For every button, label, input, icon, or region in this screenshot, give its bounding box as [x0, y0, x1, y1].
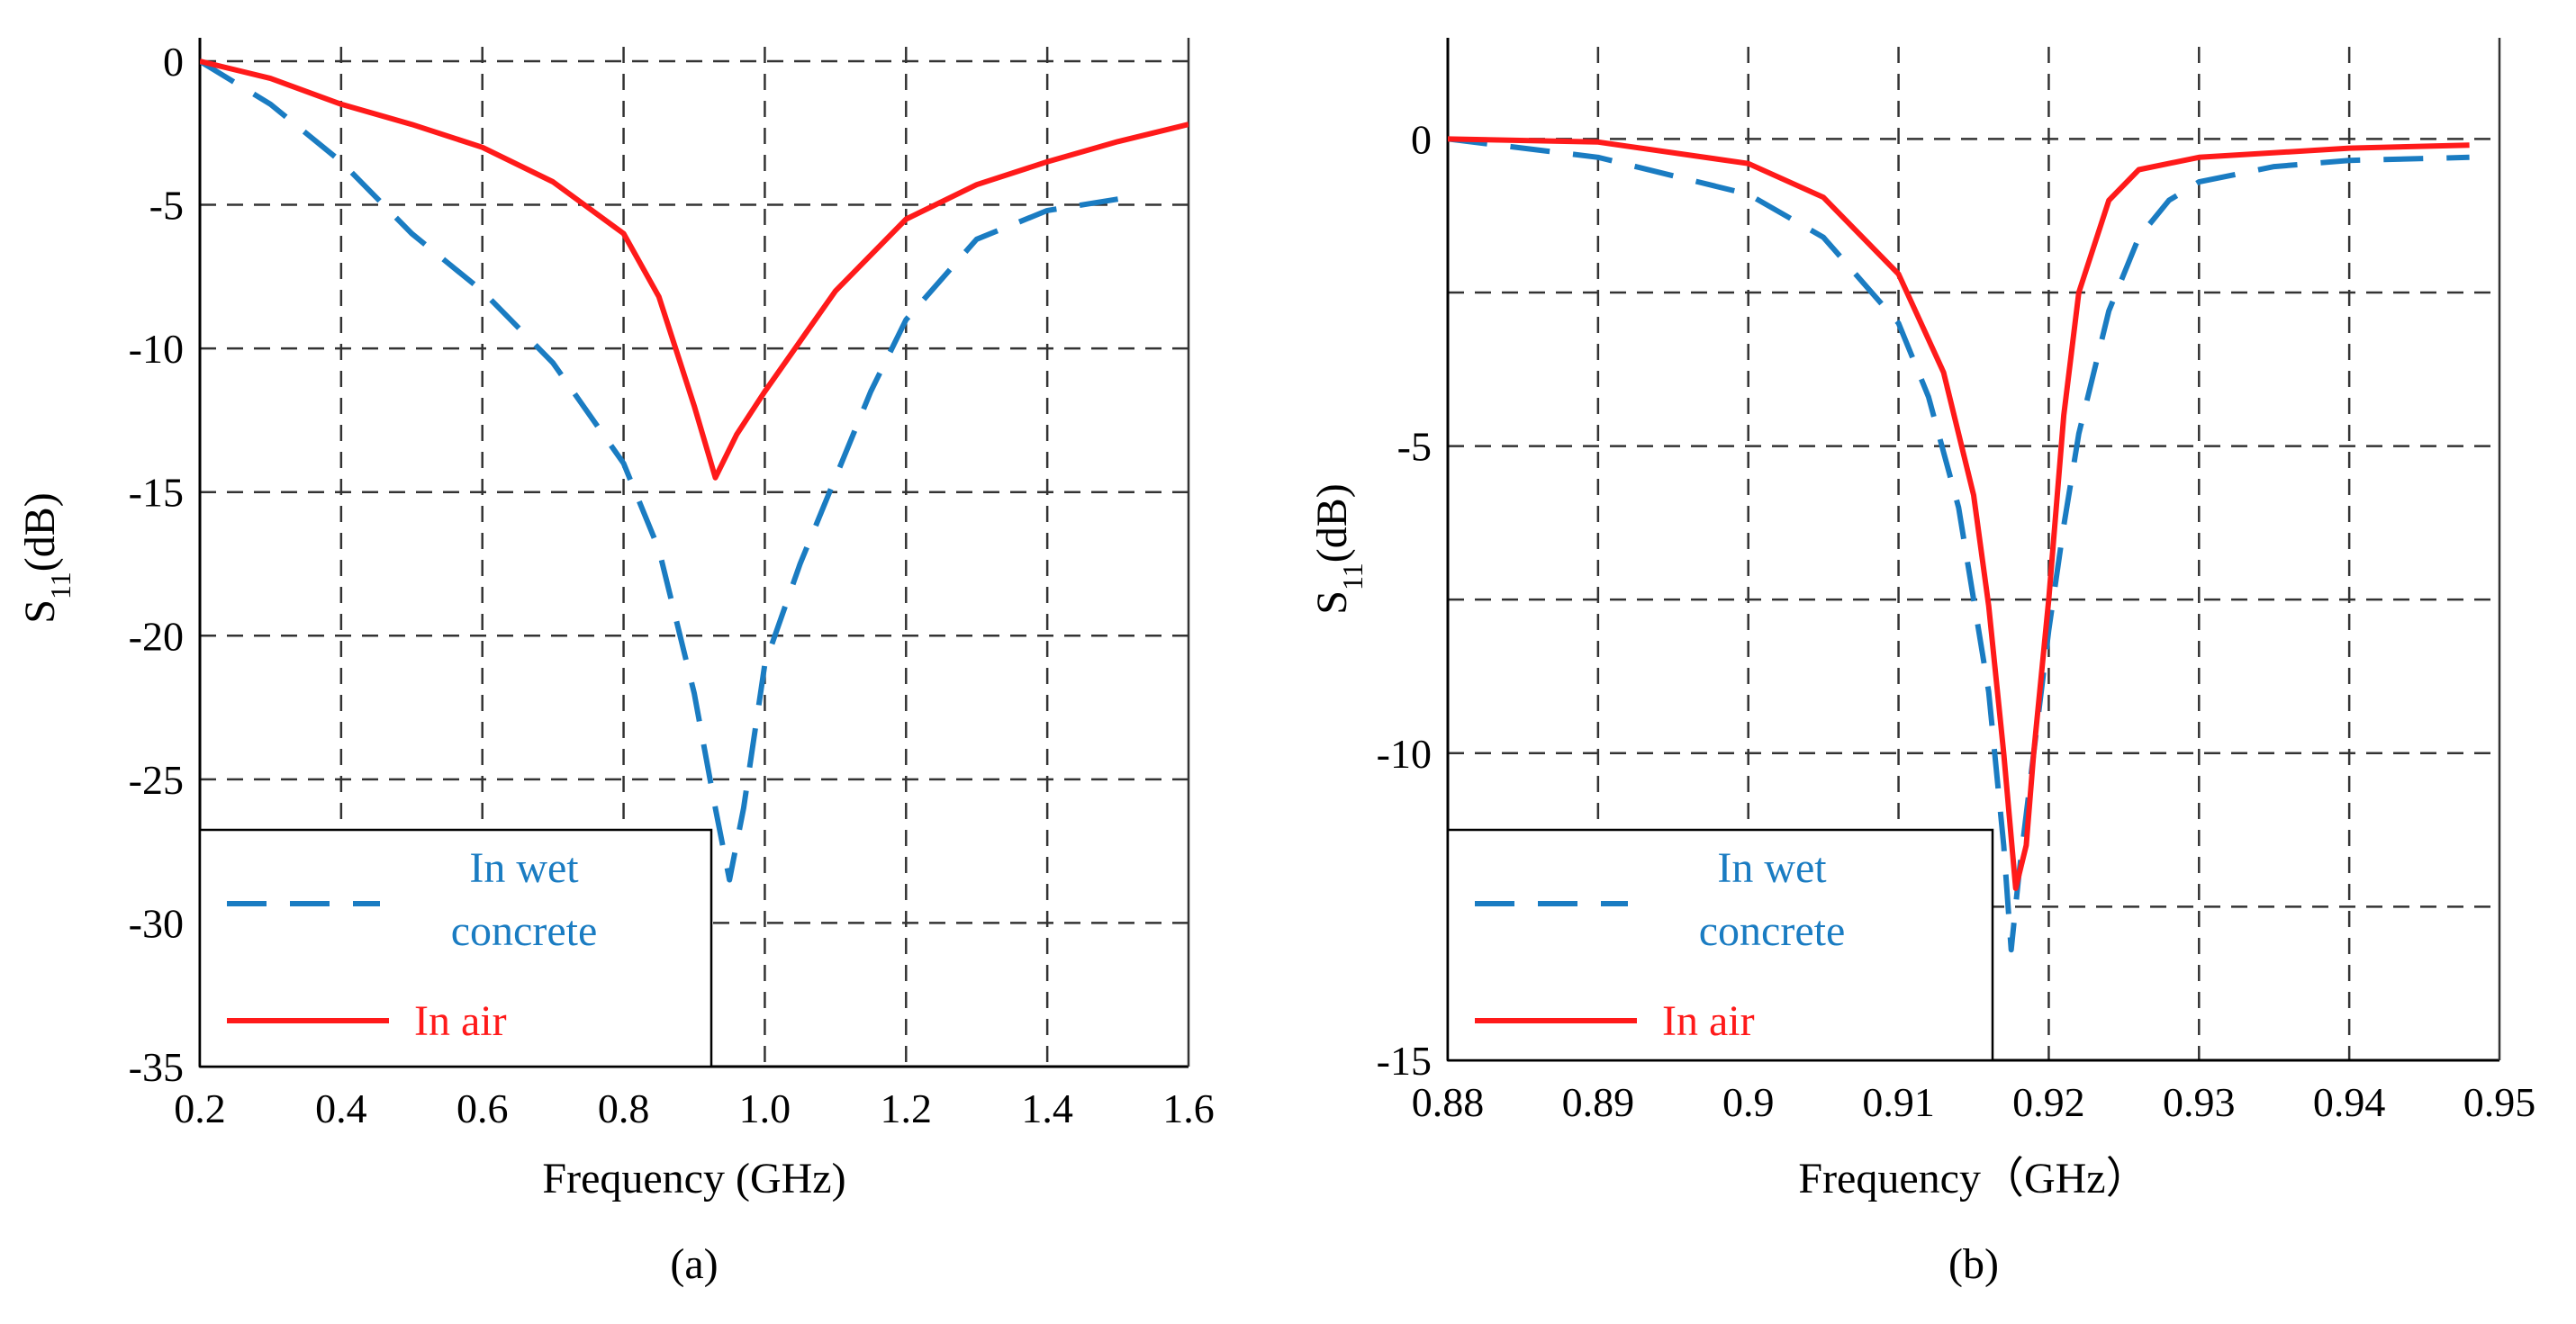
x-tick-label: 0.9	[1722, 1079, 1775, 1125]
x-tick-label: 0.89	[1562, 1079, 1635, 1125]
y-tick-label: -15	[129, 470, 184, 516]
y-tick-label: -30	[129, 900, 184, 946]
series-line-air	[200, 59, 1189, 481]
y-tick-label: -5	[1397, 424, 1432, 470]
x-tick-label: 0.88	[1412, 1079, 1485, 1125]
chart-panel-b: 0.88 0.89 0.9 0.91 0.92 0.93 0.94 0.95 0 -5 -10 -15…	[1308, 38, 2535, 1288]
x-tick-label: 0.95	[2463, 1079, 2536, 1125]
series-line-wet-concrete	[1448, 136, 2470, 953]
legend-label-concrete: concrete	[451, 907, 598, 955]
y-tick-label: -15	[1377, 1038, 1432, 1084]
x-tick-label: 0.91	[1862, 1079, 1935, 1125]
x-tick-label: 1.4	[1021, 1085, 1073, 1131]
x-axis-label: Frequency（GHz）	[1798, 1155, 2148, 1202]
x-tick-label: 1.2	[881, 1085, 933, 1131]
y-axis-label: S11(dB)	[1308, 483, 1369, 615]
series-group	[200, 59, 1189, 883]
legend-label-concrete: concrete	[1699, 907, 1846, 955]
x-axis-label: Frequency (GHz)	[542, 1155, 845, 1202]
legend-label-wet: In wet	[469, 844, 579, 892]
panel-label: (a)	[670, 1240, 718, 1288]
x-tick-label: 0.94	[2313, 1079, 2386, 1125]
y-tick-label: -10	[129, 326, 184, 372]
y-tick-label: -5	[149, 183, 184, 229]
x-tick-label: 0.92	[2012, 1079, 2085, 1125]
x-tick-label: 0.2	[174, 1085, 226, 1131]
x-tick-label: 0.93	[2163, 1079, 2236, 1125]
x-tick-label: 0.8	[598, 1085, 650, 1131]
x-tick-label: 1.6	[1162, 1085, 1215, 1131]
series-group	[1448, 136, 2470, 953]
y-tick-label: 0	[163, 39, 184, 85]
panel-label: (b)	[1948, 1240, 1999, 1288]
chart-panel-a: 0.2 0.4 0.6 0.8 1.0 1.2 1.4 1.6 0 -5 -10 -15 -20 -25 -…	[16, 38, 1215, 1288]
series-line-wet-concrete	[200, 59, 1119, 883]
legend-label-air: In air	[1662, 997, 1755, 1045]
legend-label-air: In air	[414, 997, 507, 1045]
y-axis-label: S11(dB)	[16, 492, 77, 624]
legend-box	[198, 828, 713, 1068]
x-tick-label: 0.4	[315, 1085, 367, 1131]
x-tick-label: 0.6	[456, 1085, 509, 1131]
x-tick-label: 1.0	[739, 1085, 791, 1131]
legend: In wet concrete In air	[198, 828, 713, 1068]
y-tick-label: 0	[1411, 116, 1432, 162]
legend-label-wet: In wet	[1717, 844, 1827, 892]
y-tick-label: -20	[129, 613, 184, 659]
series-line-air	[1448, 136, 2470, 891]
y-tick-label: -25	[129, 757, 184, 803]
legend: In wet concrete In air	[1446, 828, 1994, 1062]
y-tick-label: -10	[1377, 731, 1432, 777]
y-tick-label: -35	[129, 1044, 184, 1090]
